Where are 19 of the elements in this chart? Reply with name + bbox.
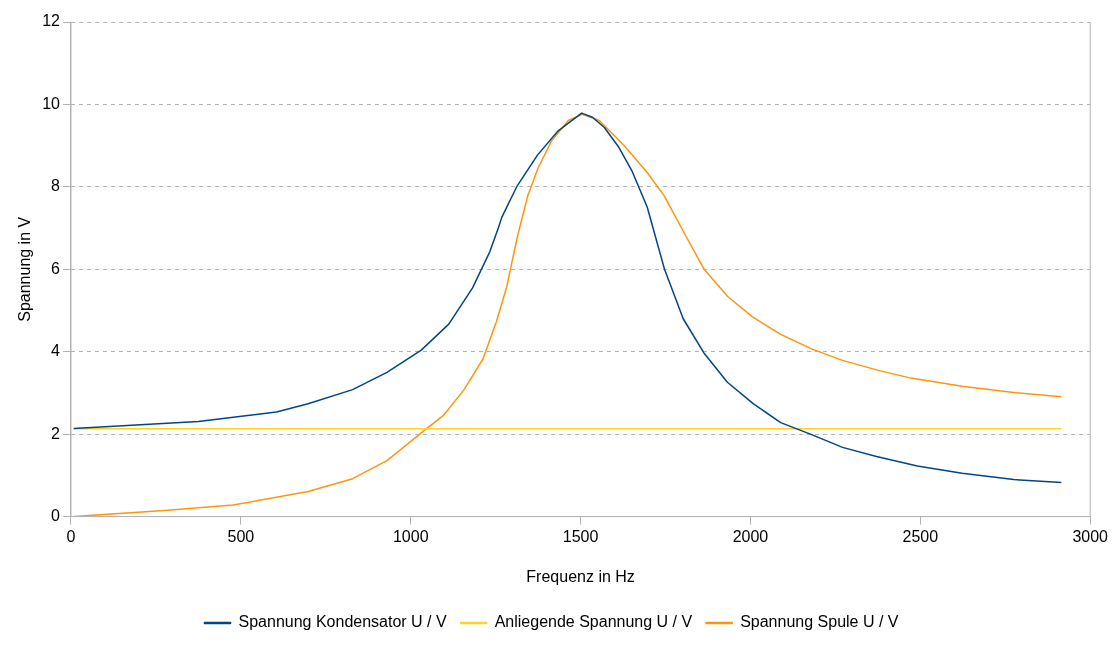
x-tick-label: 1000 [392, 527, 429, 545]
x-tick-label: 0 [66, 527, 76, 545]
x-tick-label: 2500 [902, 527, 939, 545]
x-tick-label: 2000 [732, 527, 769, 545]
x-tick-label: 1500 [562, 527, 599, 545]
x-tick-label: 500 [227, 527, 255, 545]
y-tick-label: 6 [51, 259, 61, 277]
y-tick-label: 0 [51, 507, 61, 525]
y-tick-label: 4 [51, 342, 61, 360]
x-axis-title: Frequenz in Hz [526, 567, 635, 585]
y-tick-label: 2 [51, 424, 61, 442]
y-tick-label: 8 [51, 177, 61, 195]
y-tick-label: 12 [42, 12, 61, 30]
y-tick-label: 10 [42, 94, 61, 112]
y-axis-title: Spannung in V [16, 216, 34, 322]
legend-label: Anliegende Spannung U / V [494, 613, 693, 631]
legend-label: Spannung Kondensator U / V [238, 613, 447, 631]
legend-label: Spannung Spule U / V [740, 613, 899, 631]
x-tick-label: 3000 [1072, 527, 1109, 545]
